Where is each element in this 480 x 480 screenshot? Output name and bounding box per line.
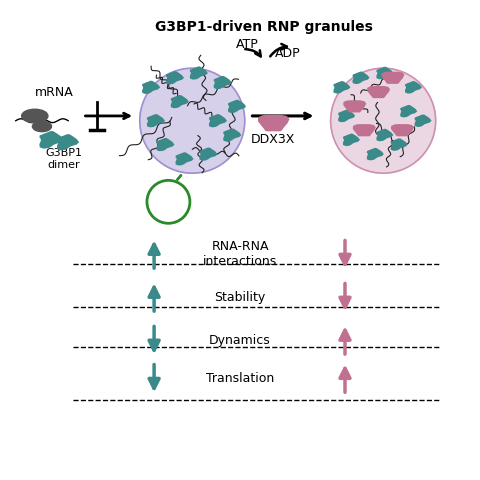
Text: Dynamics: Dynamics <box>209 334 271 347</box>
Text: ADP: ADP <box>275 48 300 60</box>
Polygon shape <box>334 82 349 93</box>
Polygon shape <box>368 148 383 160</box>
Polygon shape <box>167 72 183 84</box>
Polygon shape <box>40 132 63 148</box>
Text: Translation: Translation <box>206 372 274 385</box>
Text: Stability: Stability <box>215 291 265 304</box>
Ellipse shape <box>22 109 48 122</box>
Polygon shape <box>377 130 393 141</box>
Circle shape <box>331 68 436 173</box>
Text: DDX3X: DDX3X <box>251 133 296 146</box>
Polygon shape <box>415 115 431 126</box>
Polygon shape <box>191 67 207 79</box>
Polygon shape <box>147 115 164 127</box>
Circle shape <box>140 68 245 173</box>
Polygon shape <box>339 110 354 121</box>
Polygon shape <box>382 72 404 83</box>
Polygon shape <box>210 115 226 127</box>
Polygon shape <box>344 134 359 145</box>
Polygon shape <box>215 77 231 88</box>
Text: ATP: ATP <box>236 38 259 51</box>
Polygon shape <box>143 82 159 93</box>
Polygon shape <box>58 135 78 150</box>
Ellipse shape <box>33 121 51 132</box>
Polygon shape <box>171 96 188 108</box>
Polygon shape <box>228 100 245 112</box>
Polygon shape <box>224 129 240 141</box>
Polygon shape <box>157 139 174 151</box>
Text: mRNA: mRNA <box>35 85 73 98</box>
Circle shape <box>147 180 190 223</box>
Polygon shape <box>406 82 421 93</box>
Polygon shape <box>401 106 416 117</box>
Polygon shape <box>344 101 365 112</box>
Polygon shape <box>354 125 375 136</box>
Text: RNA-RNA
interactions: RNA-RNA interactions <box>203 240 277 268</box>
Polygon shape <box>368 86 389 97</box>
Text: G3BP1
dimer: G3BP1 dimer <box>45 148 82 169</box>
Text: G3BP1-driven RNP granules: G3BP1-driven RNP granules <box>155 21 373 35</box>
Polygon shape <box>200 148 216 160</box>
Polygon shape <box>392 125 413 136</box>
Polygon shape <box>377 67 393 79</box>
Polygon shape <box>353 72 369 84</box>
Polygon shape <box>259 116 288 131</box>
Polygon shape <box>391 139 407 150</box>
Polygon shape <box>176 153 192 165</box>
